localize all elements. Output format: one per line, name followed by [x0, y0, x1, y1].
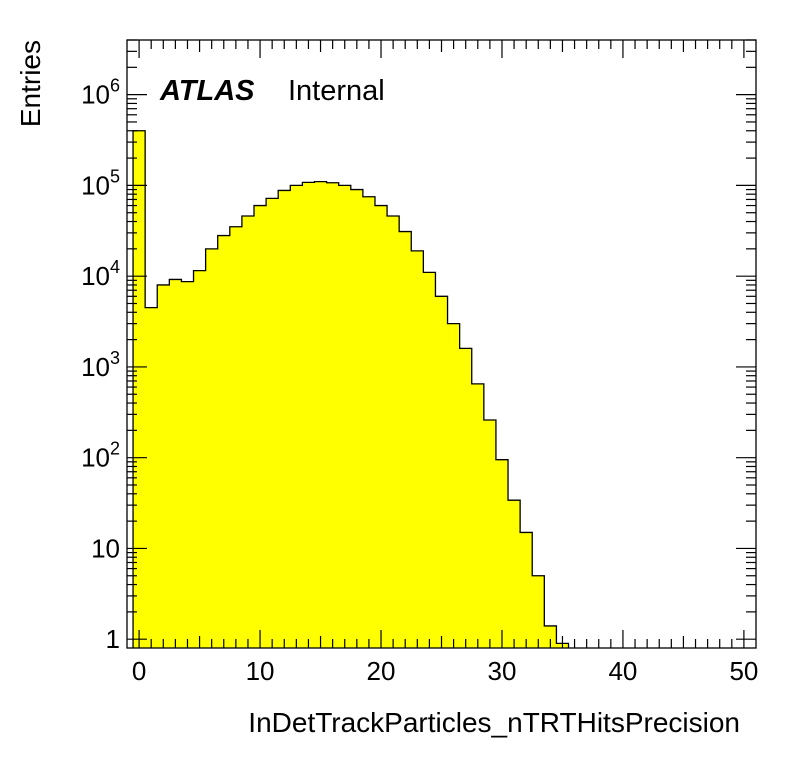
internal-label: Internal	[288, 75, 385, 107]
x-axis-title: InDetTrackParticles_nTRTHitsPrecision	[248, 707, 740, 738]
histogram-bin	[217, 235, 231, 648]
histogram-bin	[145, 307, 158, 648]
y-axis-tick-labels: 1 10 102 103 104 105 106	[81, 76, 120, 655]
y-tick-label: 105	[81, 166, 120, 200]
histogram-bin	[157, 284, 170, 648]
histogram-bin	[266, 198, 279, 648]
y-tick-label: 103	[81, 348, 120, 382]
histogram-bin	[435, 296, 448, 648]
histogram-bin	[411, 250, 424, 648]
x-tick-label: 40	[608, 656, 637, 686]
histogram-bin	[520, 532, 533, 648]
histogram-outline	[132, 130, 570, 648]
histogram-bin	[459, 348, 473, 648]
histogram-bin	[387, 216, 400, 649]
y-tick-label: 102	[81, 439, 120, 473]
x-axis-ticks	[138, 40, 745, 648]
atlas-label: ATLAS	[159, 75, 255, 107]
y-axis-title: Entries	[15, 40, 46, 127]
histogram-bars	[133, 130, 569, 649]
histogram-bin	[338, 185, 352, 648]
histogram-bin	[229, 226, 243, 648]
histogram-bin	[447, 323, 460, 648]
histogram-bin	[483, 420, 497, 648]
y-tick-label: 106	[81, 76, 120, 110]
histogram-bin	[290, 185, 303, 648]
x-tick-label: 10	[246, 656, 275, 686]
histogram-bin	[169, 279, 182, 648]
histogram-bin	[532, 575, 545, 648]
histogram-bin	[508, 500, 521, 648]
y-tick-label: 10	[91, 533, 120, 563]
histogram-bin	[350, 189, 364, 648]
histogram-bin	[374, 205, 388, 648]
histogram-bin	[181, 281, 194, 648]
histogram-bin	[302, 182, 315, 649]
histogram-bin	[495, 459, 509, 648]
y-tick-label: 1	[106, 624, 120, 654]
x-tick-label: 0	[132, 656, 146, 686]
x-tick-label: 50	[729, 656, 758, 686]
histogram-bin	[326, 182, 339, 648]
histogram-bin	[423, 272, 436, 648]
histogram-bin	[193, 270, 206, 648]
histogram-bin	[471, 383, 485, 648]
y-tick-label: 104	[81, 257, 120, 291]
histogram-bin	[399, 231, 412, 648]
histogram-bin	[278, 190, 291, 648]
histogram-bin	[254, 205, 267, 648]
y-axis-ticks	[127, 39, 756, 640]
x-tick-label: 30	[488, 656, 517, 686]
histogram-bin	[544, 625, 557, 648]
histogram-bin	[241, 216, 255, 649]
histogram-bin	[133, 130, 146, 648]
x-tick-label: 20	[367, 656, 396, 686]
histogram-bin	[205, 248, 219, 649]
histogram-bin	[362, 196, 376, 648]
histogram-bin	[314, 181, 327, 648]
x-axis-tick-labels: 0 10 20 30 40 50	[132, 656, 759, 686]
